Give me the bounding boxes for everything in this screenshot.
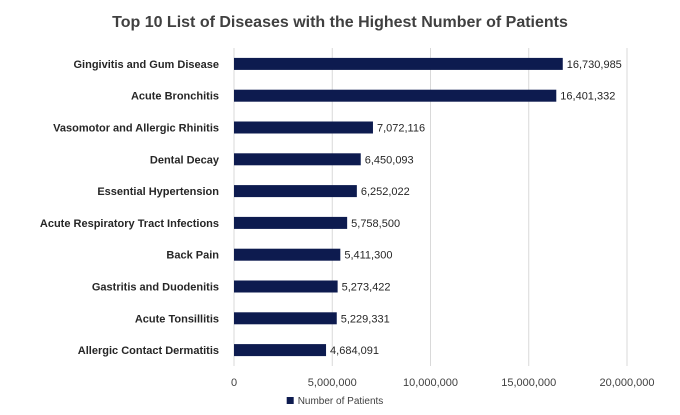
x-tick-label: 5,000,000 xyxy=(308,377,357,389)
category-label: Allergic Contact Dermatitis xyxy=(78,345,219,357)
category-label: Acute Bronchitis xyxy=(131,91,219,103)
bar xyxy=(234,57,563,70)
data-label: 4,684,091 xyxy=(330,345,379,357)
data-label: 5,411,300 xyxy=(344,250,392,262)
x-tick-label: 20,000,000 xyxy=(599,377,654,389)
data-label: 7,072,116 xyxy=(377,123,425,135)
bar xyxy=(234,153,361,166)
category-label: Acute Respiratory Tract Infections xyxy=(40,218,219,230)
category-label: Dental Decay xyxy=(150,154,220,166)
data-label: 6,252,022 xyxy=(361,186,410,198)
legend-swatch xyxy=(286,397,294,404)
data-label: 16,730,985 xyxy=(567,59,622,71)
x-tick-label: 0 xyxy=(231,377,237,389)
bar xyxy=(234,121,373,134)
bar xyxy=(234,216,348,229)
legend-label: Number of Patients xyxy=(298,396,384,407)
bar xyxy=(234,89,557,102)
category-label: Back Pain xyxy=(166,250,219,262)
x-tick-label: 15,000,000 xyxy=(501,377,556,389)
bar xyxy=(234,280,338,293)
category-label: Gastritis and Duodenitis xyxy=(92,282,219,294)
data-label: 16,401,332 xyxy=(560,91,615,103)
data-label: 5,229,331 xyxy=(341,313,390,325)
bar xyxy=(234,185,357,198)
chart-title: Top 10 List of Diseases with the Highest… xyxy=(112,14,568,31)
data-label: 6,450,093 xyxy=(365,154,414,166)
category-label: Acute Tonsillitis xyxy=(135,313,219,325)
category-label: Gingivitis and Gum Disease xyxy=(74,59,220,71)
bar xyxy=(234,344,327,357)
category-label: Essential Hypertension xyxy=(97,186,219,198)
category-label: Vasomotor and Allergic Rhinitis xyxy=(53,123,219,135)
bar xyxy=(234,248,341,261)
data-label: 5,273,422 xyxy=(342,282,391,294)
bar xyxy=(234,312,337,325)
x-tick-label: 10,000,000 xyxy=(403,377,458,389)
data-label: 5,758,500 xyxy=(351,218,400,230)
